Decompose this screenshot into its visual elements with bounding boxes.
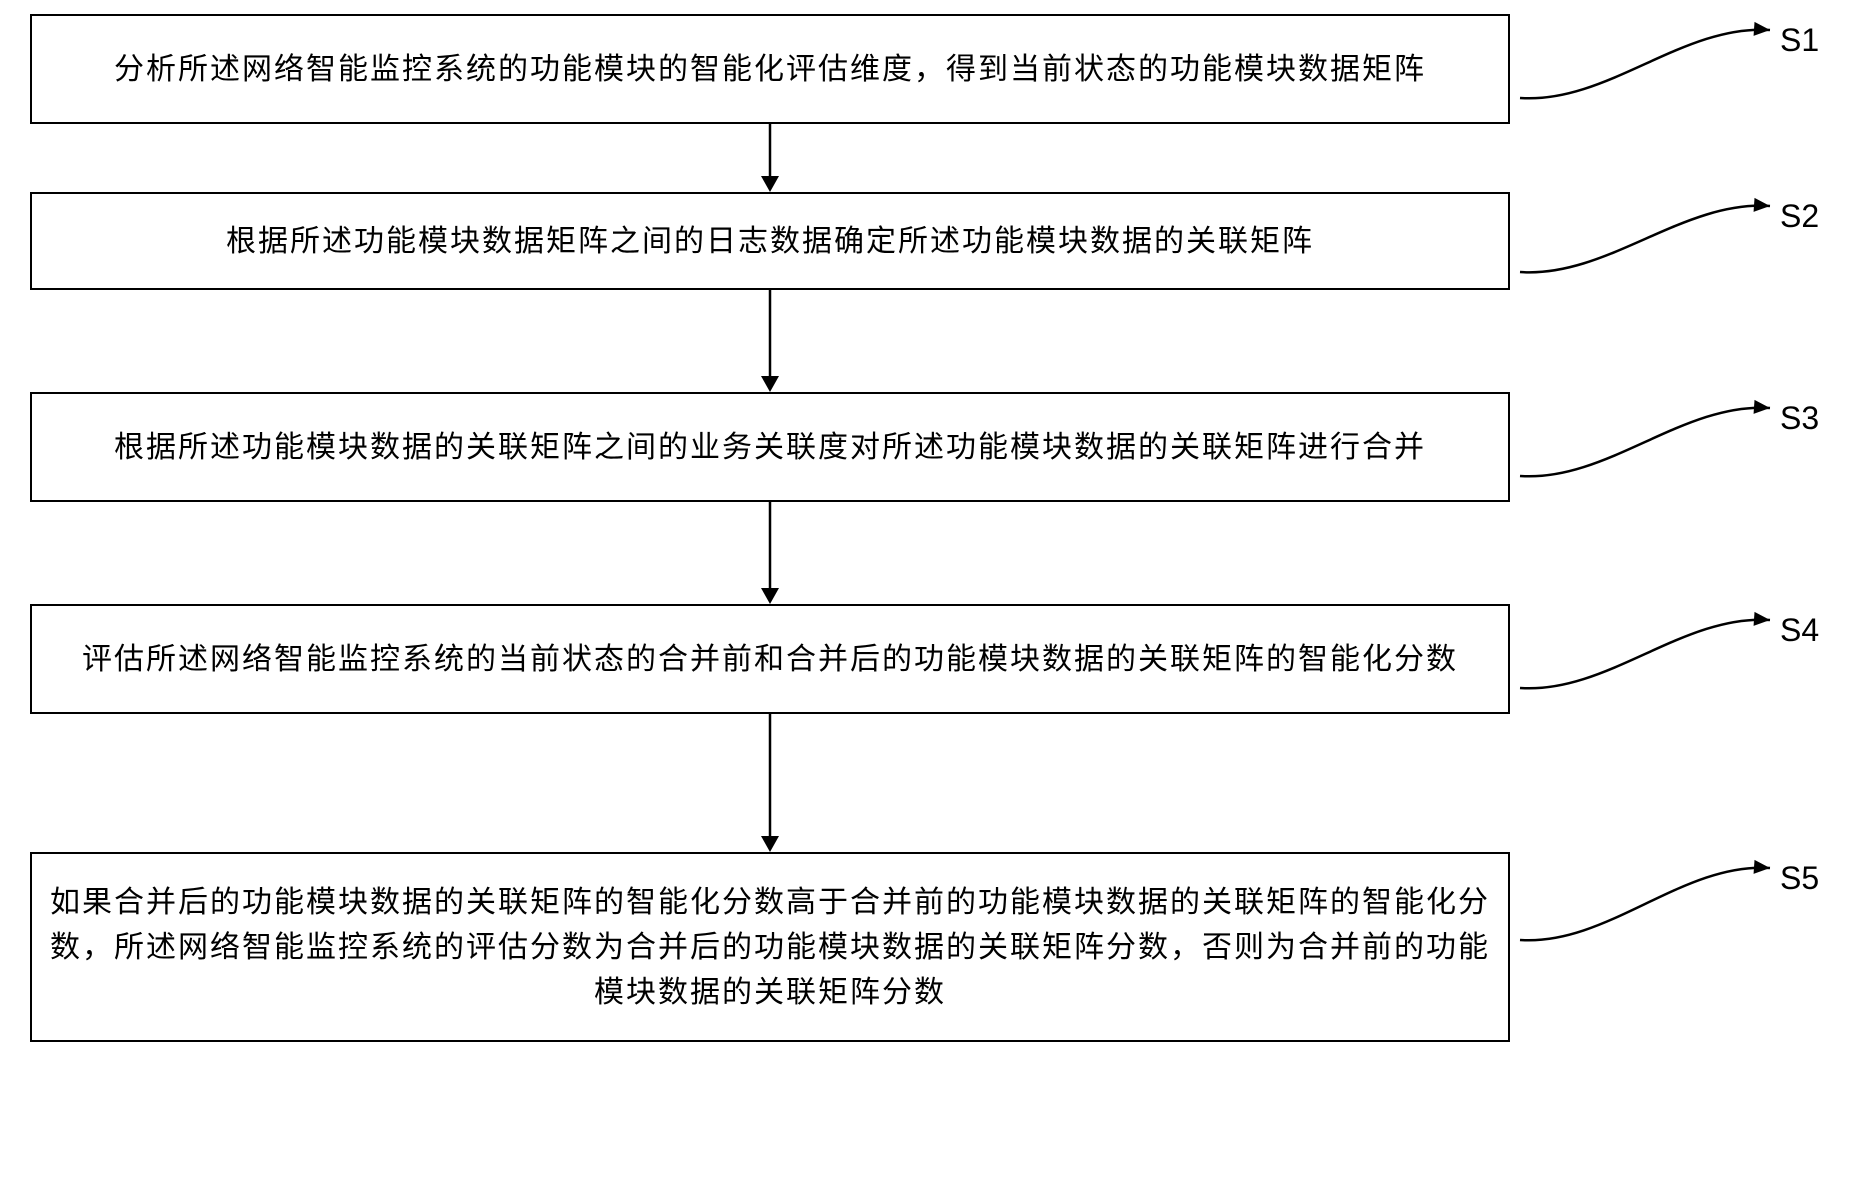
pointer-arrow-s3 xyxy=(1510,398,1800,506)
down-arrow-s2-s3 xyxy=(750,286,790,396)
down-arrow-s3-s4 xyxy=(750,498,790,608)
down-arrow-s1-s2 xyxy=(750,120,790,196)
step-text-s5: 如果合并后的功能模块数据的关联矩阵的智能化分数高于合并前的功能模块数据的关联矩阵… xyxy=(46,880,1494,1015)
pointer-arrow-s4 xyxy=(1510,610,1800,718)
down-arrow-s4-s5 xyxy=(750,710,790,856)
step-box-s1: 分析所述网络智能监控系统的功能模块的智能化评估维度，得到当前状态的功能模块数据矩… xyxy=(30,14,1510,124)
step-text-s4: 评估所述网络智能监控系统的当前状态的合并前和合并后的功能模块数据的关联矩阵的智能… xyxy=(82,637,1458,682)
step-box-s4: 评估所述网络智能监控系统的当前状态的合并前和合并后的功能模块数据的关联矩阵的智能… xyxy=(30,604,1510,714)
pointer-arrow-s2 xyxy=(1510,196,1800,302)
pointer-arrow-s1 xyxy=(1510,20,1800,128)
step-text-s2: 根据所述功能模块数据矩阵之间的日志数据确定所述功能模块数据的关联矩阵 xyxy=(226,219,1314,264)
pointer-arrow-s5 xyxy=(1510,858,1800,970)
step-box-s5: 如果合并后的功能模块数据的关联矩阵的智能化分数高于合并前的功能模块数据的关联矩阵… xyxy=(30,852,1510,1042)
step-text-s1: 分析所述网络智能监控系统的功能模块的智能化评估维度，得到当前状态的功能模块数据矩… xyxy=(114,47,1426,92)
flowchart-canvas: 分析所述网络智能监控系统的功能模块的智能化评估维度，得到当前状态的功能模块数据矩… xyxy=(0,0,1863,1188)
step-box-s3: 根据所述功能模块数据的关联矩阵之间的业务关联度对所述功能模块数据的关联矩阵进行合… xyxy=(30,392,1510,502)
step-text-s3: 根据所述功能模块数据的关联矩阵之间的业务关联度对所述功能模块数据的关联矩阵进行合… xyxy=(114,425,1426,470)
step-box-s2: 根据所述功能模块数据矩阵之间的日志数据确定所述功能模块数据的关联矩阵 xyxy=(30,192,1510,290)
